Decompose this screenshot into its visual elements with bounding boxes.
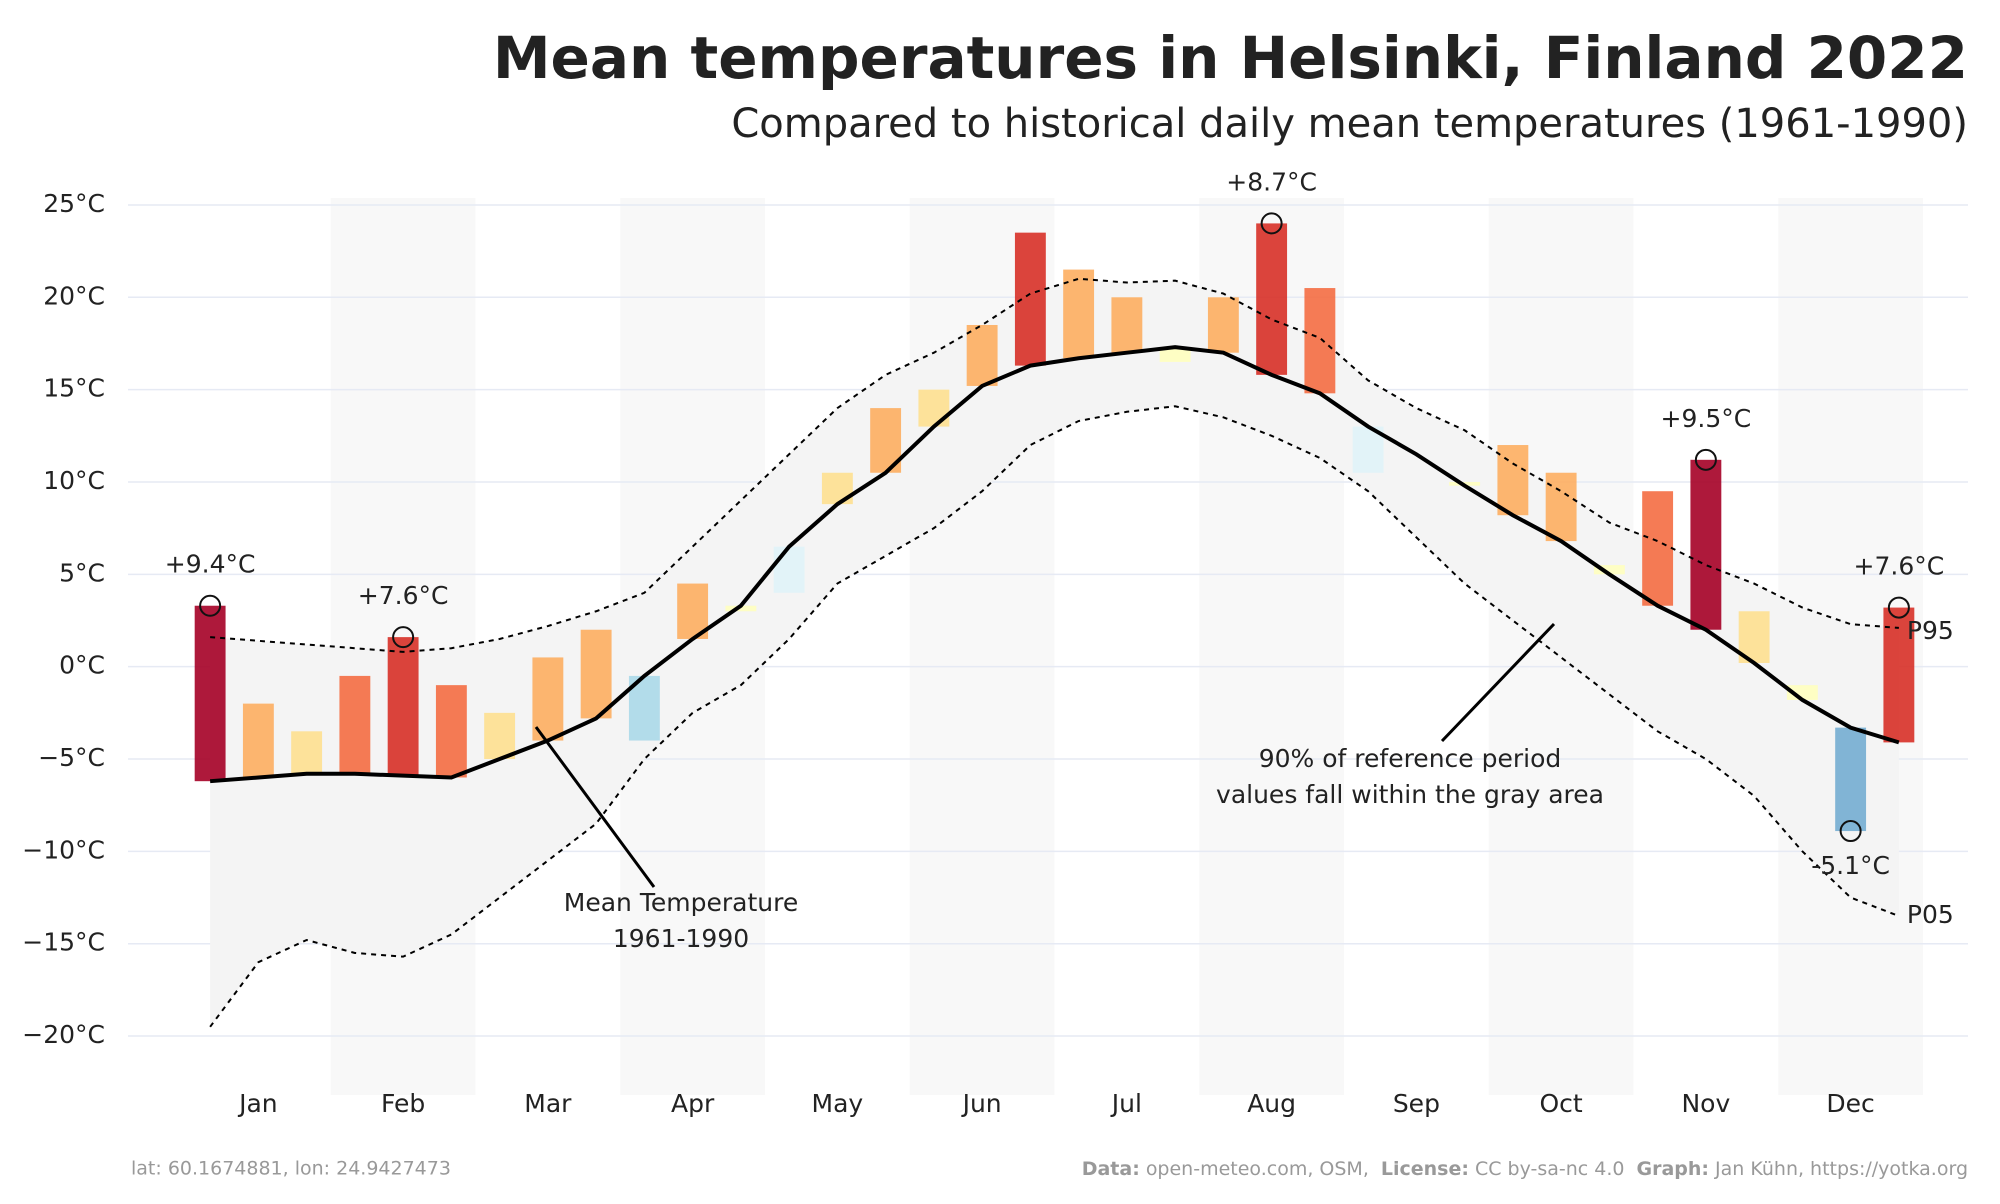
anomaly-bar xyxy=(1159,347,1191,362)
x-tick-label: Sep xyxy=(1393,1089,1440,1118)
y-tick-label: 5°C xyxy=(59,558,105,587)
callout-text: values fall within the gray area xyxy=(1216,780,1604,809)
y-tick-label: 25°C xyxy=(43,189,105,218)
annotation-label: -5.1°C xyxy=(1811,851,1890,880)
anomaly-bar xyxy=(484,712,516,760)
x-tick-label: Mar xyxy=(524,1089,572,1118)
y-tick-label: 15°C xyxy=(43,374,105,403)
y-tick-label: −20°C xyxy=(22,1020,105,1049)
annotation-label: +9.4°C xyxy=(165,550,256,579)
anomaly-bar xyxy=(339,675,371,774)
series-line xyxy=(210,277,1899,653)
anomalies xyxy=(194,223,1915,832)
x-tick-label: Oct xyxy=(1540,1089,1583,1118)
series-label: P05 xyxy=(1907,900,1954,929)
anomaly-bar xyxy=(1835,727,1867,832)
reference-band xyxy=(210,278,1899,1027)
callout-text: 1961-1990 xyxy=(613,924,749,953)
x-tick-label: Nov xyxy=(1681,1089,1730,1118)
anomaly-bar xyxy=(1014,232,1046,366)
annotation-marker xyxy=(1887,596,1910,619)
callout-line xyxy=(1440,622,1556,743)
credit-key: Data: xyxy=(1082,1158,1140,1180)
callout-text: 90% of reference period xyxy=(1259,744,1562,773)
anomaly-bar xyxy=(387,637,419,776)
anomaly-bar xyxy=(580,629,612,719)
credit-key: License: xyxy=(1381,1158,1469,1180)
annotation-label: +7.6°C xyxy=(358,581,449,610)
x-tick-label: Jun xyxy=(961,1089,1002,1118)
annotations: +9.4°C +7.6°C +8.7°C +9.5°C -5.1°C +7.6°C Mean… xyxy=(165,167,1944,953)
anomaly-bar xyxy=(1063,269,1095,359)
anomaly-bar xyxy=(291,731,323,774)
anomaly-bar xyxy=(1883,607,1915,743)
anomaly-bar xyxy=(1642,491,1674,606)
anomaly-bar xyxy=(773,546,805,593)
x-tick-label: Dec xyxy=(1826,1089,1874,1118)
annotation-label: +9.5°C xyxy=(1661,404,1752,433)
credit-text: CC by-sa-nc 4.0 xyxy=(1475,1158,1625,1180)
y-tick-label: −10°C xyxy=(22,835,105,864)
callout-line xyxy=(534,726,656,888)
anomaly-bar xyxy=(1545,472,1577,542)
series-line xyxy=(209,345,1900,784)
annotation-label: +8.7°C xyxy=(1226,167,1317,196)
x-tick-label: May xyxy=(812,1089,864,1118)
callout-text: Mean Temperature xyxy=(564,888,798,917)
x-tick-label: Apr xyxy=(671,1089,715,1118)
anomaly-bar xyxy=(966,324,998,386)
annotation-marker xyxy=(1260,212,1283,235)
annotation-marker xyxy=(199,594,222,617)
anomaly-bar xyxy=(194,605,226,782)
annotation-label: +7.6°C xyxy=(1854,552,1945,581)
series-label: P95 xyxy=(1907,616,1954,645)
y-tick-label: 20°C xyxy=(43,281,105,310)
band xyxy=(210,278,1899,1027)
lines: P95 P05 xyxy=(209,277,1954,1028)
chart-subtitle: Compared to historical daily mean temper… xyxy=(731,101,1968,147)
y-tick-label: 10°C xyxy=(43,466,105,495)
x-tick-label: Feb xyxy=(381,1089,425,1118)
y-tick-label: 0°C xyxy=(59,651,105,680)
annotation-marker xyxy=(392,626,415,649)
credit-text: open-meteo.com, OSM, xyxy=(1146,1158,1369,1180)
annotation-marker xyxy=(1839,820,1862,843)
anomaly-bar xyxy=(1207,297,1239,353)
anomaly-bar xyxy=(1304,288,1336,394)
anomaly-bar xyxy=(918,389,950,427)
anomaly-bar xyxy=(242,703,274,778)
annotation-marker xyxy=(1694,448,1717,471)
x-tick-label: Aug xyxy=(1247,1089,1296,1118)
series-line xyxy=(209,405,1900,1028)
anomaly-bar xyxy=(1497,445,1529,516)
anomaly-bar xyxy=(1111,297,1143,353)
anomaly-bar xyxy=(1690,459,1722,630)
credit-text: Jan Kühn, https://yotka.org xyxy=(1714,1158,1968,1180)
x-tick-label: Jan xyxy=(237,1089,278,1118)
anomaly-bar xyxy=(1593,565,1625,575)
y-tick-label: −15°C xyxy=(22,928,105,957)
location: lat: 60.1674881, lon: 24.9427473 xyxy=(131,1158,451,1180)
x-tick-label: Jul xyxy=(1110,1089,1142,1118)
credits: Data: open-meteo.com, OSM, License: CC by-s… xyxy=(1082,1158,1968,1180)
y-tick-label: −5°C xyxy=(38,743,105,772)
anomaly-bar xyxy=(435,685,467,778)
chart-title: Mean temperatures in Helsinki, Finland 2… xyxy=(493,24,1968,92)
anomaly-bar xyxy=(1256,223,1288,375)
anomaly-bar xyxy=(725,605,757,612)
credit-key: Graph: xyxy=(1637,1158,1710,1180)
